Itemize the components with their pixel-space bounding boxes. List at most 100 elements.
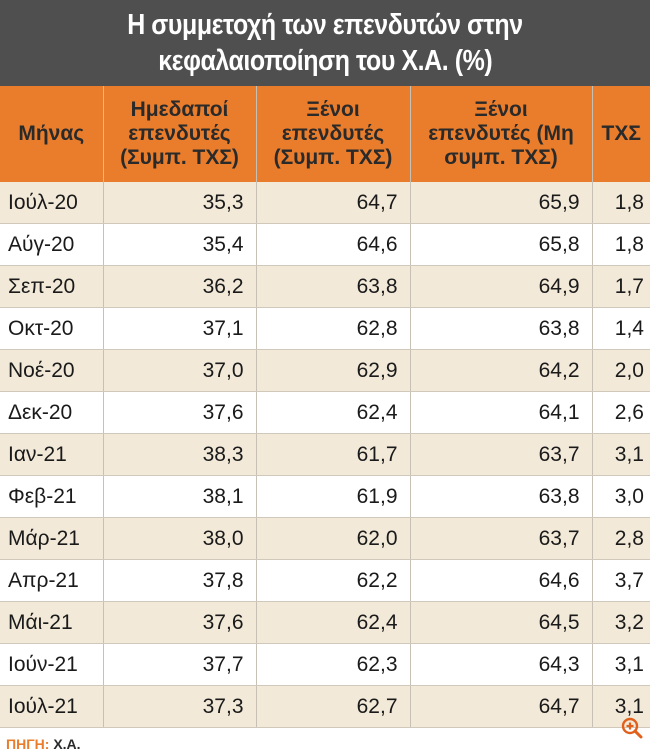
month-cell: Ιούν-21 bbox=[0, 643, 104, 686]
value-cell: 62,3 bbox=[256, 643, 411, 686]
value-cell: 37,0 bbox=[103, 349, 257, 392]
value-cell: 64,2 bbox=[410, 349, 593, 392]
value-cell: 37,3 bbox=[103, 685, 257, 728]
header-line: Ξένοι bbox=[474, 98, 528, 121]
value-cell: 38,0 bbox=[103, 517, 257, 560]
month-cell: Οκτ-20 bbox=[0, 307, 104, 350]
value-cell: 38,3 bbox=[103, 433, 257, 476]
header-month: Μήνας bbox=[0, 86, 104, 182]
value-cell: 63,8 bbox=[410, 307, 593, 350]
value-cell: 62,0 bbox=[256, 517, 411, 560]
value-cell: 63,7 bbox=[410, 433, 593, 476]
value-cell: 1,8 bbox=[592, 182, 650, 224]
value-cell: 64,1 bbox=[410, 391, 593, 434]
header-domestic: Ημεδαποί επενδυτές (Συμπ. ΤΧΣ) bbox=[103, 86, 257, 182]
value-cell: 2,8 bbox=[592, 517, 650, 560]
title-line-1: Η συμμετοχή των επενδυτών στην bbox=[127, 9, 523, 41]
value-cell: 1,4 bbox=[592, 307, 650, 350]
table-row: Σεπ-20 36,2 63,8 64,9 1,7 bbox=[0, 265, 650, 308]
value-cell: 62,4 bbox=[256, 391, 411, 434]
value-cell: 63,7 bbox=[410, 517, 593, 560]
value-cell: 3,1 bbox=[592, 685, 650, 728]
value-cell: 65,9 bbox=[410, 182, 593, 224]
investors-table: Μήνας Ημεδαποί επενδυτές (Συμπ. ΤΧΣ) Ξένοι επ… bbox=[0, 86, 650, 728]
value-cell: 37,6 bbox=[103, 601, 257, 644]
header-line: (Συμπ. ΤΧΣ) bbox=[273, 146, 393, 169]
value-cell: 3,1 bbox=[592, 643, 650, 686]
value-cell: 1,7 bbox=[592, 265, 650, 308]
header-line: επενδυτές bbox=[128, 122, 231, 145]
header-txs: ΤΧΣ bbox=[592, 86, 650, 182]
value-cell: 64,9 bbox=[410, 265, 593, 308]
value-cell: 37,6 bbox=[103, 391, 257, 434]
value-cell: 3,7 bbox=[592, 559, 650, 602]
zoom-in-icon[interactable] bbox=[620, 716, 644, 740]
value-cell: 2,0 bbox=[592, 349, 650, 392]
value-cell: 3,1 bbox=[592, 433, 650, 476]
table-row: Μάι-21 37,6 62,4 64,5 3,2 bbox=[0, 601, 650, 644]
table-row: Δεκ-20 37,6 62,4 64,1 2,6 bbox=[0, 391, 650, 434]
month-cell: Ιαν-21 bbox=[0, 433, 104, 476]
header-line: ΤΧΣ bbox=[601, 122, 641, 145]
value-cell: 61,9 bbox=[256, 475, 411, 518]
month-cell: Ιούλ-20 bbox=[0, 182, 104, 224]
month-cell: Μάρ-21 bbox=[0, 517, 104, 560]
value-cell: 64,5 bbox=[410, 601, 593, 644]
value-cell: 2,6 bbox=[592, 391, 650, 434]
header-line: (Συμπ. ΤΧΣ) bbox=[120, 146, 239, 169]
value-cell: 65,8 bbox=[410, 223, 593, 266]
header-line: επενδυτές (Μη bbox=[428, 122, 574, 145]
table-row: Αύγ-20 35,4 64,6 65,8 1,8 bbox=[0, 223, 650, 266]
header-line: Ξένοι bbox=[306, 98, 360, 121]
source-label: ΠΗΓΗ: bbox=[6, 736, 50, 752]
header-line: Ημεδαποί bbox=[130, 98, 229, 121]
value-cell: 61,7 bbox=[256, 433, 411, 476]
value-cell: 62,9 bbox=[256, 349, 411, 392]
value-cell: 62,7 bbox=[256, 685, 411, 728]
header-line: συμπ. ΤΧΣ) bbox=[444, 146, 558, 169]
table-row: Ιούλ-21 37,3 62,7 64,7 3,1 bbox=[0, 685, 650, 728]
value-cell: 64,3 bbox=[410, 643, 593, 686]
month-cell: Σεπ-20 bbox=[0, 265, 104, 308]
source-note: ΠΗΓΗ: Χ.Α. bbox=[6, 736, 81, 752]
value-cell: 35,4 bbox=[103, 223, 257, 266]
value-cell: 64,6 bbox=[410, 559, 593, 602]
value-cell: 64,7 bbox=[410, 685, 593, 728]
month-cell: Μάι-21 bbox=[0, 601, 104, 644]
value-cell: 62,4 bbox=[256, 601, 411, 644]
month-cell: Δεκ-20 bbox=[0, 391, 104, 434]
month-cell: Νοέ-20 bbox=[0, 349, 104, 392]
month-cell: Απρ-21 bbox=[0, 559, 104, 602]
value-cell: 3,0 bbox=[592, 475, 650, 518]
value-cell: 62,2 bbox=[256, 559, 411, 602]
table-row: Φεβ-21 38,1 61,9 63,8 3,0 bbox=[0, 475, 650, 518]
month-cell: Ιούλ-21 bbox=[0, 685, 104, 728]
value-cell: 64,7 bbox=[256, 182, 411, 224]
table-body: Ιούλ-20 35,3 64,7 65,9 1,8 Αύγ-20 35,4 64,6 65,8… bbox=[0, 182, 650, 728]
table-row: Απρ-21 37,8 62,2 64,6 3,7 bbox=[0, 559, 650, 602]
title-line-2: κεφαλαιοποίηση του Χ.Α. (%) bbox=[157, 45, 493, 77]
table-row: Ιούν-21 37,7 62,3 64,3 3,1 bbox=[0, 643, 650, 686]
value-cell: 37,7 bbox=[103, 643, 257, 686]
month-cell: Φεβ-21 bbox=[0, 475, 104, 518]
title-bar: Η συμμετοχή των επενδυτών στην κεφαλαιοπ… bbox=[0, 0, 650, 86]
source-value: Χ.Α. bbox=[53, 736, 81, 752]
value-cell: 37,8 bbox=[103, 559, 257, 602]
value-cell: 63,8 bbox=[410, 475, 593, 518]
table-row: Ιούλ-20 35,3 64,7 65,9 1,8 bbox=[0, 182, 650, 224]
table-row: Μάρ-21 38,0 62,0 63,7 2,8 bbox=[0, 517, 650, 560]
value-cell: 37,1 bbox=[103, 307, 257, 350]
value-cell: 62,8 bbox=[256, 307, 411, 350]
value-cell: 1,8 bbox=[592, 223, 650, 266]
table-row: Ιαν-21 38,3 61,7 63,7 3,1 bbox=[0, 433, 650, 476]
table-row: Οκτ-20 37,1 62,8 63,8 1,4 bbox=[0, 307, 650, 350]
header-foreign-excl: Ξένοι επενδυτές (Μη συμπ. ΤΧΣ) bbox=[410, 86, 593, 182]
header-line: επενδυτές bbox=[281, 122, 385, 145]
value-cell: 63,8 bbox=[256, 265, 411, 308]
header-row: Μήνας Ημεδαποί επενδυτές (Συμπ. ΤΧΣ) Ξένοι επ… bbox=[0, 86, 650, 182]
value-cell: 3,2 bbox=[592, 601, 650, 644]
value-cell: 64,6 bbox=[256, 223, 411, 266]
table-row: Νοέ-20 37,0 62,9 64,2 2,0 bbox=[0, 349, 650, 392]
value-cell: 35,3 bbox=[103, 182, 257, 224]
value-cell: 36,2 bbox=[103, 265, 257, 308]
